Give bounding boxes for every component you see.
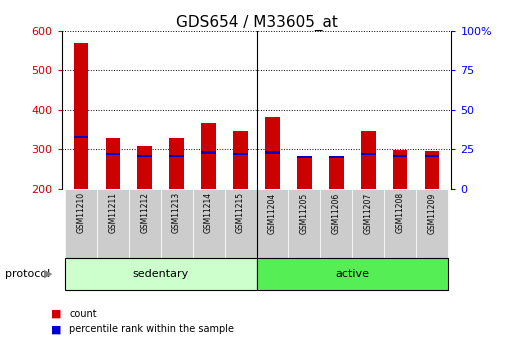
Bar xyxy=(288,189,321,258)
Text: sedentary: sedentary xyxy=(132,269,189,279)
Text: GSM11210: GSM11210 xyxy=(76,192,85,234)
Bar xyxy=(329,156,344,158)
Bar xyxy=(137,146,152,189)
Text: percentile rank within the sample: percentile rank within the sample xyxy=(69,325,234,334)
Bar xyxy=(425,151,440,189)
Bar xyxy=(297,158,311,189)
Bar xyxy=(73,43,88,189)
Bar xyxy=(97,189,129,258)
Bar xyxy=(169,155,184,157)
Text: GSM11207: GSM11207 xyxy=(364,192,373,234)
Bar xyxy=(169,138,184,189)
Bar xyxy=(361,153,376,155)
Bar xyxy=(352,189,384,258)
Text: GSM11204: GSM11204 xyxy=(268,192,277,234)
Bar xyxy=(73,136,88,138)
Bar xyxy=(192,189,225,258)
Text: GSM11212: GSM11212 xyxy=(140,192,149,233)
Text: GSM11214: GSM11214 xyxy=(204,192,213,234)
Bar xyxy=(202,123,216,189)
Text: protocol: protocol xyxy=(5,269,50,279)
Bar xyxy=(106,138,120,189)
Bar xyxy=(321,189,352,258)
Bar xyxy=(65,258,256,290)
Bar xyxy=(361,131,376,189)
Bar xyxy=(106,153,120,155)
Title: GDS654 / M33605_at: GDS654 / M33605_at xyxy=(175,15,338,31)
Bar xyxy=(233,131,248,189)
Text: GSM11211: GSM11211 xyxy=(108,192,117,233)
Bar xyxy=(137,155,152,157)
Text: active: active xyxy=(336,269,369,279)
Text: GSM11208: GSM11208 xyxy=(396,192,405,234)
Text: GSM11205: GSM11205 xyxy=(300,192,309,234)
Bar xyxy=(297,156,311,158)
Text: ■: ■ xyxy=(51,325,62,334)
Bar xyxy=(329,158,344,189)
Bar xyxy=(256,189,288,258)
Bar xyxy=(265,151,280,154)
Text: GSM11209: GSM11209 xyxy=(428,192,437,234)
Bar xyxy=(393,155,407,157)
Bar xyxy=(384,189,416,258)
Bar xyxy=(393,150,407,189)
Text: GSM11215: GSM11215 xyxy=(236,192,245,234)
Bar xyxy=(265,117,280,189)
Text: count: count xyxy=(69,309,97,319)
Bar xyxy=(65,189,97,258)
Bar xyxy=(225,189,256,258)
Text: ▶: ▶ xyxy=(44,269,52,279)
Bar xyxy=(256,258,448,290)
Bar xyxy=(425,155,440,157)
Bar xyxy=(129,189,161,258)
Text: ■: ■ xyxy=(51,309,62,319)
Text: GSM11213: GSM11213 xyxy=(172,192,181,234)
Bar xyxy=(233,153,248,155)
Bar xyxy=(161,189,192,258)
Bar xyxy=(416,189,448,258)
Bar xyxy=(202,151,216,154)
Text: GSM11206: GSM11206 xyxy=(332,192,341,234)
